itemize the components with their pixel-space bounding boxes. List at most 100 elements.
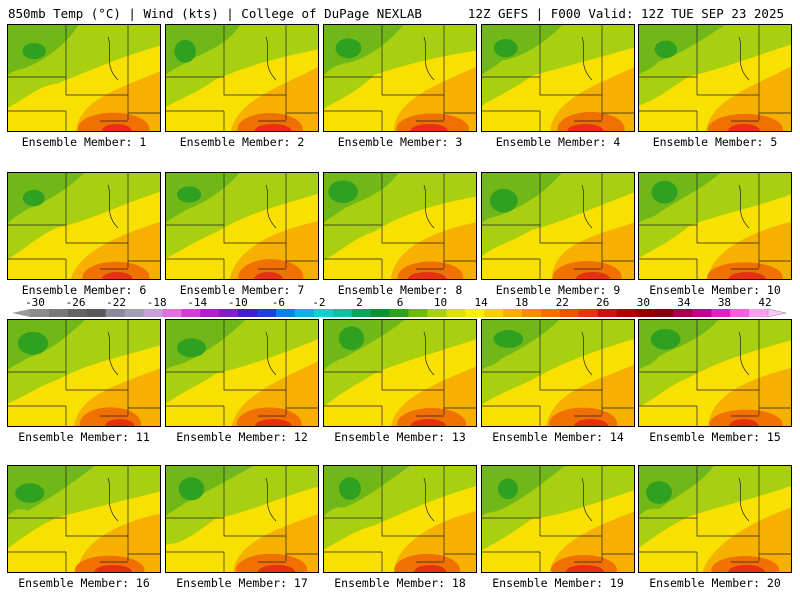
ensemble-member-label: Ensemble Member: 16: [18, 576, 150, 590]
coolest-region: [646, 481, 672, 504]
temperature-map: [166, 466, 318, 572]
state-boundary: [324, 371, 444, 391]
cooler-region: [166, 320, 246, 370]
warmer-region: [397, 408, 467, 426]
warmest-region: [575, 272, 610, 279]
warmer-region: [707, 113, 783, 131]
state-boundary: [581, 36, 593, 81]
state-boundary: [639, 224, 759, 244]
state-boundary: [166, 517, 286, 537]
warm-region: [706, 66, 791, 131]
ensemble-map-panel: [165, 24, 319, 132]
ensemble-map-panel: [165, 319, 319, 427]
ensemble-member-label: Ensemble Member: 8: [337, 283, 463, 297]
ensemble-member-label: Ensemble Member: 11: [18, 430, 150, 444]
state-boundary: [324, 517, 444, 537]
ensemble-member-label: Ensemble Member: 17: [176, 576, 308, 590]
warmest-region: [574, 419, 609, 426]
coolest-region: [651, 180, 678, 204]
warm-region: [393, 67, 476, 131]
model-run-info: 12Z GEFS | F000 Valid: 12Z TUE SEP 23 20…: [467, 6, 784, 21]
temperature-map: [324, 466, 476, 572]
warmest-region: [729, 419, 759, 426]
state-boundary: [581, 184, 593, 229]
temperature-map: [639, 173, 791, 279]
ensemble-map-panel: [165, 172, 319, 280]
temperature-map: [8, 466, 160, 572]
state-boundary: [8, 224, 128, 244]
cooler-region: [324, 25, 404, 75]
ensemble-member-label: Ensemble Member: 18: [334, 576, 466, 590]
coolest-region: [17, 331, 49, 355]
temperature-map: [639, 320, 791, 426]
ensemble-map-panel: [323, 172, 477, 280]
state-boundary: [166, 371, 286, 391]
state-boundary: [639, 517, 759, 537]
coolest-region: [338, 326, 365, 351]
state-boundary: [265, 184, 277, 229]
cooler-region: [639, 25, 726, 75]
state-boundary: [639, 371, 759, 391]
ensemble-member-label: Ensemble Member: 2: [179, 135, 305, 149]
warmer-region: [77, 112, 150, 131]
warmest-region: [408, 272, 447, 279]
coolest-region: [338, 477, 361, 500]
temperature-map: [639, 466, 791, 572]
state-boundary: [423, 331, 435, 376]
state-boundary: [423, 477, 435, 522]
state-boundary: [423, 36, 435, 81]
temperature-map: [324, 320, 476, 426]
state-boundary: [166, 76, 286, 96]
temperature-map: [324, 173, 476, 279]
cooler-region: [8, 173, 85, 223]
ensemble-member-label: Ensemble Member: 19: [492, 576, 624, 590]
warmest-region: [728, 565, 765, 572]
ensemble-map-panel: [323, 465, 477, 573]
state-boundary: [482, 76, 602, 96]
warmest-region: [414, 565, 447, 572]
state-boundary: [738, 477, 750, 522]
ensemble-map-panel: [638, 319, 792, 427]
state-boundary: [738, 36, 750, 81]
ensemble-member-label: Ensemble Member: 7: [179, 283, 305, 297]
warm-region: [70, 221, 160, 279]
warmest-region: [567, 124, 604, 131]
warmest-region: [101, 272, 133, 279]
coolest-region: [489, 188, 518, 213]
cooler-region: [166, 173, 240, 223]
state-boundary: [8, 76, 128, 96]
warm-region: [702, 507, 791, 572]
warmest-region: [94, 565, 133, 572]
ensemble-member-label: Ensemble Member: 13: [334, 430, 466, 444]
ensemble-member-label: Ensemble Member: 15: [649, 430, 781, 444]
warmest-region: [565, 565, 605, 572]
coolest-region: [497, 478, 518, 500]
warm-region: [550, 67, 634, 131]
temperature-map: [482, 466, 634, 572]
warm-region: [231, 66, 318, 131]
coolest-region: [22, 42, 46, 60]
coolest-region: [650, 328, 681, 350]
cooler-region: [482, 25, 563, 75]
state-boundary: [107, 477, 119, 522]
ensemble-member-label: Ensemble Member: 4: [495, 135, 621, 149]
temperature-map: [8, 320, 160, 426]
ensemble-member-label: Ensemble Member: 10: [649, 283, 781, 297]
coolest-region: [15, 483, 45, 503]
warmer-region: [396, 113, 469, 131]
coolest-region: [177, 186, 202, 203]
state-boundary: [482, 224, 602, 244]
ensemble-map-panel: [481, 465, 635, 573]
ensemble-map-panel: [323, 319, 477, 427]
coolest-region: [22, 189, 45, 207]
ensemble-member-label: Ensemble Member: 3: [337, 135, 463, 149]
temperature-map: [166, 320, 318, 426]
state-boundary: [738, 331, 750, 376]
coolest-region: [328, 180, 358, 204]
state-boundary: [107, 36, 119, 81]
warmer-region: [711, 555, 780, 572]
state-boundary: [8, 371, 128, 391]
ensemble-member-label: Ensemble Member: 9: [495, 283, 621, 297]
state-boundary: [482, 371, 602, 391]
